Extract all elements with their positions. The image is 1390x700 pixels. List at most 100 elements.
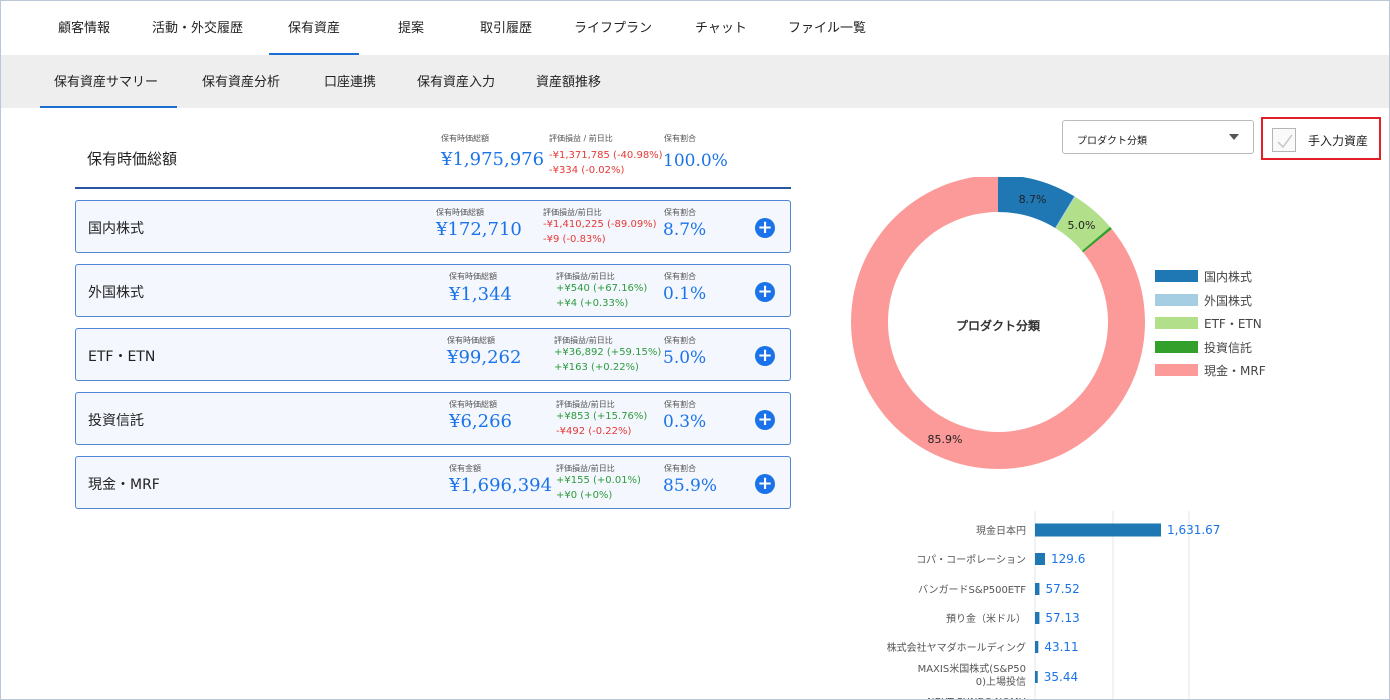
asset-value: ¥172,710 xyxy=(436,219,522,240)
asset-card-etf-etn: ETF・ETN 保有時価総額 ¥99,262 評価損益/前日比 +¥36,892… xyxy=(75,328,791,381)
bar-value-label: 1,631.67 xyxy=(1167,523,1220,537)
asset-change-total: +¥853 (+15.76%) xyxy=(556,411,648,422)
summary-change-total: -¥1,371,785 (-40.98%) xyxy=(549,150,663,161)
bar-value-label: 129.6 xyxy=(1051,552,1085,566)
asset-name: 外国株式 xyxy=(88,285,144,301)
main-tab-bar: 顧客情報 活動・外交履歴 保有資産 提案 取引履歴 ライフプラン チャット ファ… xyxy=(1,1,1389,55)
classification-select[interactable]: プロダクト分類 xyxy=(1062,120,1254,154)
bar-category-label: MAXIS米国株式(S&P50 xyxy=(918,662,1026,675)
legend-swatch xyxy=(1155,270,1198,282)
expand-plus-icon[interactable]: + xyxy=(755,474,775,494)
bar-category-label: NEXT FUNDS NOMU xyxy=(927,697,1026,700)
asset-change-total: +¥540 (+67.16%) xyxy=(556,283,648,294)
legend-swatch xyxy=(1155,364,1198,376)
bar xyxy=(1035,671,1038,683)
asset-change-caption: 評価損益/前日比 xyxy=(543,208,602,217)
summary-change-caption: 評価損益 / 前日比 xyxy=(549,134,613,143)
asset-value-caption: 保有時価総額 xyxy=(436,208,484,217)
asset-change-daily: +¥163 (+0.22%) xyxy=(554,362,639,373)
legend-swatch xyxy=(1155,341,1198,353)
tab-chat[interactable]: チャット xyxy=(695,21,747,36)
expand-plus-icon[interactable]: + xyxy=(755,218,775,238)
bar-value-label: 57.13 xyxy=(1045,611,1079,625)
asset-change-caption: 評価損益/前日比 xyxy=(556,464,615,473)
manual-asset-toggle[interactable]: 手入力資産 xyxy=(1261,117,1381,160)
bar-category-label: バンガードS&P500ETF xyxy=(918,584,1026,596)
asset-ratio: 5.0% xyxy=(663,348,707,368)
asset-value: ¥99,262 xyxy=(447,347,522,368)
bar-category-label: 現金日本円 xyxy=(976,524,1026,537)
asset-value-caption: 保有時価総額 xyxy=(449,272,497,281)
summary-value-caption: 保有時価総額 xyxy=(441,134,489,143)
summary-divider xyxy=(75,187,791,189)
subtab-holdings-analysis[interactable]: 保有資産分析 xyxy=(202,75,281,90)
sub-tab-bar: 保有資産サマリー 保有資産分析 口座連携 保有資産入力 資産額推移 xyxy=(1,55,1389,108)
asset-change-daily: -¥9 (-0.83%) xyxy=(543,234,606,245)
asset-ratio-caption: 保有割合 xyxy=(664,272,696,281)
caret-down-icon xyxy=(1229,134,1239,140)
legend-label: 国内株式 xyxy=(1204,270,1253,284)
asset-change-caption: 評価損益/前日比 xyxy=(556,400,615,409)
asset-ratio-caption: 保有割合 xyxy=(664,208,696,217)
subtab-asset-trend[interactable]: 資産額推移 xyxy=(536,75,602,90)
subtab-holdings-summary[interactable]: 保有資産サマリー xyxy=(39,55,178,108)
donut-slice xyxy=(998,177,1075,229)
asset-ratio-caption: 保有割合 xyxy=(664,400,696,409)
product-classification-donut-chart: 8.7% 5.0% 85.9% プロダクト分類 xyxy=(851,177,1145,469)
asset-change-total: +¥155 (+0.01%) xyxy=(556,475,641,486)
asset-ratio-caption: 保有割合 xyxy=(664,336,696,345)
donut-slice xyxy=(1081,226,1112,253)
tab-customer-info[interactable]: 顧客情報 xyxy=(58,21,111,36)
asset-ratio: 0.1% xyxy=(663,284,707,304)
manual-asset-checkbox[interactable] xyxy=(1272,128,1296,152)
tab-transaction-history[interactable]: 取引履歴 xyxy=(480,21,533,36)
summary-value: ¥1,975,976 xyxy=(441,149,545,170)
tab-life-plan[interactable]: ライフプラン xyxy=(574,21,653,36)
asset-name: 投資信託 xyxy=(88,413,144,429)
tab-holdings[interactable]: 保有資産 xyxy=(268,1,360,55)
expand-plus-icon[interactable]: + xyxy=(755,410,775,430)
donut-data-label: 85.9% xyxy=(928,433,963,446)
bar-value-label: 35.44 xyxy=(1044,670,1078,684)
asset-ratio: 8.7% xyxy=(663,220,707,240)
bar-value-label: 57.52 xyxy=(1045,582,1079,596)
summary-title: 保有時価総額 xyxy=(87,150,178,168)
bar-category-label: 株式会社ヤマダホールディング xyxy=(887,641,1026,654)
summary-ratio-caption: 保有割合 xyxy=(664,134,696,143)
asset-ratio-caption: 保有割合 xyxy=(664,464,696,473)
subtab-holdings-input[interactable]: 保有資産入力 xyxy=(417,75,496,90)
tab-proposal[interactable]: 提案 xyxy=(398,21,425,36)
legend-label: ETF・ETN xyxy=(1204,317,1262,331)
asset-value: ¥1,344 xyxy=(449,284,512,305)
donut-slice xyxy=(1055,196,1111,251)
asset-value-caption: 保有時価総額 xyxy=(447,336,495,345)
holdings-bar-chart: 現金日本円 1,631.67 コパ・コーポレーション 129.6 バンガードS&P500… xyxy=(887,511,1220,700)
bar-category-label: 預り金（米ドル） xyxy=(946,612,1026,625)
manual-asset-label: 手入力資産 xyxy=(1308,134,1369,148)
asset-change-caption: 評価損益/前日比 xyxy=(554,336,613,345)
legend-label: 投資信託 xyxy=(1204,341,1253,355)
tab-activity-history[interactable]: 活動・外交履歴 xyxy=(152,21,244,36)
legend-label: 外国株式 xyxy=(1204,294,1253,308)
tab-file-list[interactable]: ファイル一覧 xyxy=(788,21,867,36)
asset-change-daily: +¥4 (+0.33%) xyxy=(556,298,629,309)
bar xyxy=(1035,612,1040,624)
subtab-account-link[interactable]: 口座連携 xyxy=(324,75,377,90)
bar xyxy=(1035,641,1039,653)
asset-value: ¥1,696,394 xyxy=(449,475,553,496)
donut-data-label: 5.0% xyxy=(1067,219,1095,232)
bar xyxy=(1035,553,1046,565)
bar xyxy=(1035,523,1161,537)
bar-value-label: 43.11 xyxy=(1044,640,1078,654)
summary-change-daily: -¥334 (-0.02%) xyxy=(549,165,625,176)
asset-value-caption: 保有金額 xyxy=(449,464,481,473)
asset-value-caption: 保有時価総額 xyxy=(449,400,497,409)
asset-card-foreign-stocks: 外国株式 保有時価総額 ¥1,344 評価損益/前日比 +¥540 (+67.1… xyxy=(75,264,791,317)
asset-card-investment-trusts: 投資信託 保有時価総額 ¥6,266 評価損益/前日比 +¥853 (+15.7… xyxy=(75,392,791,445)
asset-change-total: +¥36,892 (+59.15%) xyxy=(554,347,662,358)
expand-plus-icon[interactable]: + xyxy=(755,346,775,366)
bar-category-label: コパ・コーポレーション xyxy=(916,554,1026,566)
expand-plus-icon[interactable]: + xyxy=(755,282,775,302)
asset-card-cash-mrf: 現金・MRF 保有金額 ¥1,696,394 評価損益/前日比 +¥155 (+… xyxy=(75,456,791,509)
legend-swatch xyxy=(1155,317,1198,329)
